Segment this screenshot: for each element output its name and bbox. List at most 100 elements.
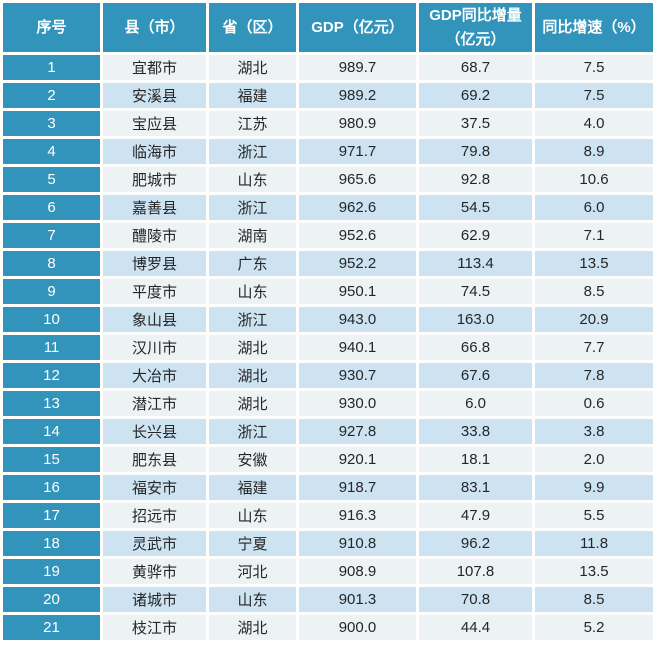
table-row: 6 嘉善县 浙江 962.6 54.5 6.0 bbox=[3, 195, 653, 220]
cell-province: 浙江 bbox=[209, 195, 296, 220]
cell-county: 平度市 bbox=[103, 279, 206, 304]
table-row: 12 大冶市 湖北 930.7 67.6 7.8 bbox=[3, 363, 653, 388]
cell-growth: 13.5 bbox=[535, 251, 653, 276]
table-row: 7 醴陵市 湖南 952.6 62.9 7.1 bbox=[3, 223, 653, 248]
cell-province: 福建 bbox=[209, 475, 296, 500]
cell-increase: 54.5 bbox=[419, 195, 532, 220]
table-row: 5 肥城市 山东 965.6 92.8 10.6 bbox=[3, 167, 653, 192]
cell-county: 象山县 bbox=[103, 307, 206, 332]
cell-rank: 9 bbox=[3, 279, 100, 304]
table-row: 17 招远市 山东 916.3 47.9 5.5 bbox=[3, 503, 653, 528]
cell-province: 福建 bbox=[209, 83, 296, 108]
table-row: 2 安溪县 福建 989.2 69.2 7.5 bbox=[3, 83, 653, 108]
cell-growth: 6.0 bbox=[535, 195, 653, 220]
cell-province: 湖北 bbox=[209, 363, 296, 388]
cell-province: 湖南 bbox=[209, 223, 296, 248]
cell-county: 汉川市 bbox=[103, 335, 206, 360]
cell-province: 湖北 bbox=[209, 391, 296, 416]
cell-growth: 7.5 bbox=[535, 55, 653, 80]
cell-gdp: 930.0 bbox=[299, 391, 416, 416]
cell-province: 山东 bbox=[209, 587, 296, 612]
cell-county: 大冶市 bbox=[103, 363, 206, 388]
cell-gdp: 920.1 bbox=[299, 447, 416, 472]
cell-growth: 4.0 bbox=[535, 111, 653, 136]
cell-county: 诸城市 bbox=[103, 587, 206, 612]
cell-growth: 13.5 bbox=[535, 559, 653, 584]
cell-increase: 113.4 bbox=[419, 251, 532, 276]
cell-province: 湖北 bbox=[209, 615, 296, 640]
cell-rank: 21 bbox=[3, 615, 100, 640]
table-row: 18 灵武市 宁夏 910.8 96.2 11.8 bbox=[3, 531, 653, 556]
cell-rank: 7 bbox=[3, 223, 100, 248]
cell-county: 潜江市 bbox=[103, 391, 206, 416]
table-row: 1 宜都市 湖北 989.7 68.7 7.5 bbox=[3, 55, 653, 80]
cell-gdp: 989.2 bbox=[299, 83, 416, 108]
cell-growth: 0.6 bbox=[535, 391, 653, 416]
table-row: 15 肥东县 安徽 920.1 18.1 2.0 bbox=[3, 447, 653, 472]
cell-increase: 66.8 bbox=[419, 335, 532, 360]
cell-increase: 62.9 bbox=[419, 223, 532, 248]
cell-county: 宝应县 bbox=[103, 111, 206, 136]
cell-gdp: 918.7 bbox=[299, 475, 416, 500]
cell-province: 浙江 bbox=[209, 419, 296, 444]
cell-increase: 18.1 bbox=[419, 447, 532, 472]
cell-increase: 69.2 bbox=[419, 83, 532, 108]
table-row: 3 宝应县 江苏 980.9 37.5 4.0 bbox=[3, 111, 653, 136]
table-row: 14 长兴县 浙江 927.8 33.8 3.8 bbox=[3, 419, 653, 444]
cell-rank: 12 bbox=[3, 363, 100, 388]
cell-gdp: 930.7 bbox=[299, 363, 416, 388]
cell-rank: 16 bbox=[3, 475, 100, 500]
cell-growth: 10.6 bbox=[535, 167, 653, 192]
table-row: 19 黄骅市 河北 908.9 107.8 13.5 bbox=[3, 559, 653, 584]
cell-gdp: 989.7 bbox=[299, 55, 416, 80]
table-row: 9 平度市 山东 950.1 74.5 8.5 bbox=[3, 279, 653, 304]
table-row: 8 博罗县 广东 952.2 113.4 13.5 bbox=[3, 251, 653, 276]
cell-growth: 3.8 bbox=[535, 419, 653, 444]
cell-growth: 5.5 bbox=[535, 503, 653, 528]
table-row: 20 诸城市 山东 901.3 70.8 8.5 bbox=[3, 587, 653, 612]
cell-rank: 2 bbox=[3, 83, 100, 108]
header-gdp: GDP（亿元） bbox=[299, 3, 416, 52]
table-row: 16 福安市 福建 918.7 83.1 9.9 bbox=[3, 475, 653, 500]
cell-county: 长兴县 bbox=[103, 419, 206, 444]
cell-growth: 5.2 bbox=[535, 615, 653, 640]
cell-county: 黄骅市 bbox=[103, 559, 206, 584]
cell-increase: 163.0 bbox=[419, 307, 532, 332]
table-row: 11 汉川市 湖北 940.1 66.8 7.7 bbox=[3, 335, 653, 360]
cell-growth: 7.8 bbox=[535, 363, 653, 388]
table-row: 21 枝江市 湖北 900.0 44.4 5.2 bbox=[3, 615, 653, 640]
cell-province: 安徽 bbox=[209, 447, 296, 472]
cell-growth: 8.5 bbox=[535, 279, 653, 304]
cell-province: 山东 bbox=[209, 167, 296, 192]
cell-increase: 37.5 bbox=[419, 111, 532, 136]
cell-rank: 6 bbox=[3, 195, 100, 220]
cell-province: 宁夏 bbox=[209, 531, 296, 556]
cell-rank: 13 bbox=[3, 391, 100, 416]
cell-county: 宜都市 bbox=[103, 55, 206, 80]
header-province: 省（区） bbox=[209, 3, 296, 52]
cell-county: 醴陵市 bbox=[103, 223, 206, 248]
cell-increase: 79.8 bbox=[419, 139, 532, 164]
cell-county: 临海市 bbox=[103, 139, 206, 164]
cell-increase: 44.4 bbox=[419, 615, 532, 640]
cell-growth: 8.5 bbox=[535, 587, 653, 612]
cell-province: 河北 bbox=[209, 559, 296, 584]
table-row: 4 临海市 浙江 971.7 79.8 8.9 bbox=[3, 139, 653, 164]
cell-rank: 10 bbox=[3, 307, 100, 332]
cell-county: 安溪县 bbox=[103, 83, 206, 108]
cell-gdp: 916.3 bbox=[299, 503, 416, 528]
cell-increase: 68.7 bbox=[419, 55, 532, 80]
cell-rank: 18 bbox=[3, 531, 100, 556]
cell-increase: 74.5 bbox=[419, 279, 532, 304]
cell-province: 浙江 bbox=[209, 139, 296, 164]
table-row: 10 象山县 浙江 943.0 163.0 20.9 bbox=[3, 307, 653, 332]
cell-province: 山东 bbox=[209, 279, 296, 304]
cell-gdp: 952.6 bbox=[299, 223, 416, 248]
cell-increase: 67.6 bbox=[419, 363, 532, 388]
cell-gdp: 962.6 bbox=[299, 195, 416, 220]
cell-gdp: 971.7 bbox=[299, 139, 416, 164]
cell-gdp: 900.0 bbox=[299, 615, 416, 640]
cell-gdp: 940.1 bbox=[299, 335, 416, 360]
cell-growth: 20.9 bbox=[535, 307, 653, 332]
cell-province: 江苏 bbox=[209, 111, 296, 136]
